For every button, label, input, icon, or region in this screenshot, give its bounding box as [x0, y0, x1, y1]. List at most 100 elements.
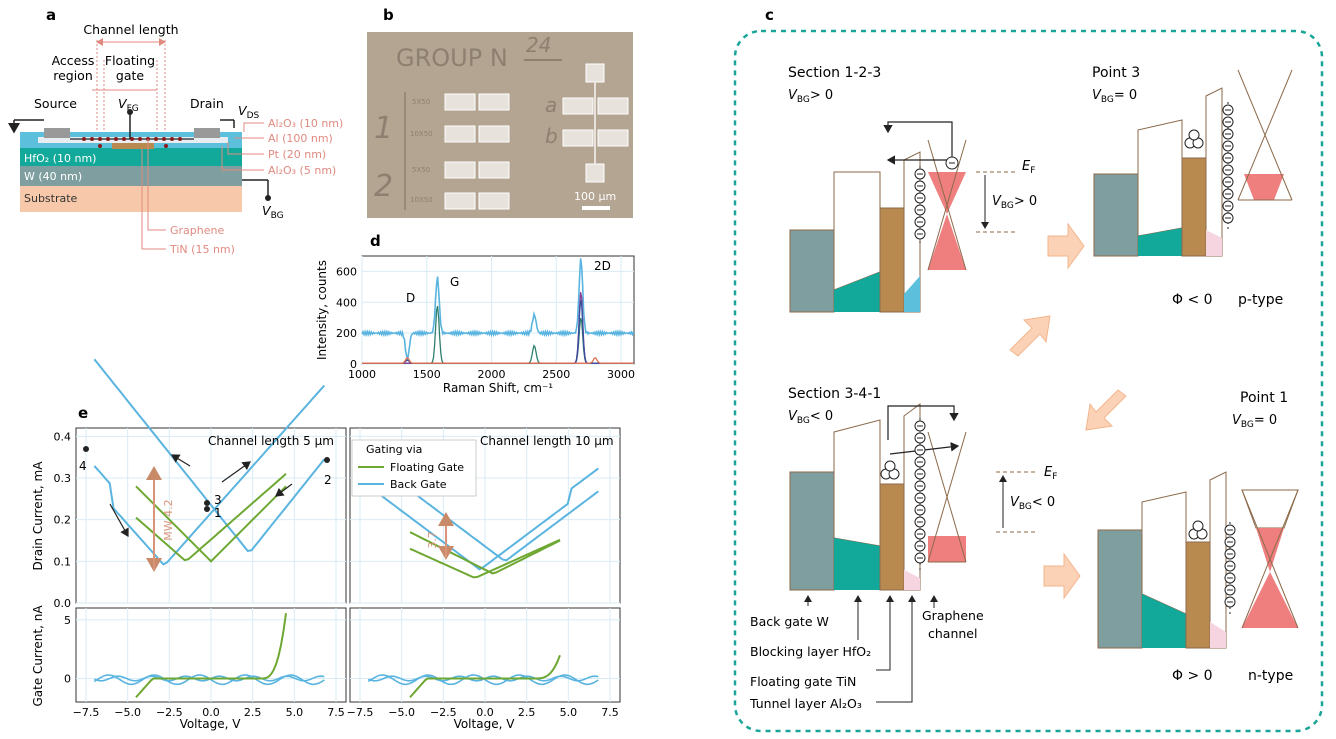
- hfo2-label: HfO₂ (10 nm): [24, 152, 96, 165]
- panel-b-micrograph: GROUP N 24 5X50 10X50 5X50 10X50 1 2 a b…: [367, 32, 633, 218]
- arrow-down-left: [1009, 315, 1051, 357]
- phi-pos: Φ > 0: [1172, 668, 1213, 684]
- sec123-cond: VBG> 0: [788, 88, 833, 105]
- mw-label: MW 4.2: [162, 499, 175, 540]
- sweep-arrow: [109, 503, 129, 538]
- point-3-marker: [204, 500, 210, 506]
- substrate-layer: [20, 186, 242, 212]
- panel-label-e: e: [78, 404, 88, 422]
- drain-contact: [194, 128, 220, 138]
- panel-e-transfer: −7.5 −5.0 −2.5 0.0 2.5 5.0 7.5 0.0 0.1 0.2 0.3 0.4 0…: [31, 358, 621, 731]
- scale-label: 100 µm: [574, 190, 616, 203]
- raman-annotation-2d: 2D: [594, 259, 611, 273]
- raman-xtick: 2500: [542, 368, 570, 381]
- back-gate-label: Back gate W: [750, 614, 829, 629]
- panel-label-a: a: [46, 6, 56, 24]
- bg-curve-left-down: [93, 384, 326, 566]
- hfo2-layer: [20, 148, 242, 166]
- tin-label: TiN (15 nm): [169, 243, 235, 256]
- raman-series-4: [362, 356, 634, 364]
- point-1-marker: [204, 506, 210, 512]
- scale-bar: [582, 206, 610, 210]
- raman-ytick: 200: [336, 327, 357, 340]
- e-ytick: 0.0: [54, 597, 72, 610]
- fg-gate-current-0: [135, 613, 287, 698]
- e-xtick: 2.5: [518, 706, 536, 719]
- tin-band: [1185, 541, 1211, 649]
- raman-annotation-g: G: [450, 275, 459, 289]
- graphene-leader: [147, 139, 166, 231]
- blocking-layer-label: Blocking layer HfO₂: [750, 644, 871, 659]
- ef-label: EF: [1022, 159, 1035, 176]
- label-leader: [221, 146, 264, 171]
- access-region-label-2: region: [53, 68, 93, 83]
- w-band: [789, 229, 835, 313]
- e-xtick: 7.5: [601, 706, 619, 719]
- fg-curve-right-a: [409, 538, 561, 579]
- sweep-arrow: [275, 483, 293, 497]
- n-type-label: n-type: [1248, 668, 1293, 684]
- hfo2-barrier: [833, 419, 881, 547]
- raman-xtick: 1000: [348, 368, 376, 381]
- tin-leader: [141, 149, 166, 250]
- layer-label-leaders: [804, 595, 938, 703]
- tunnel-arrow: [887, 405, 959, 440]
- tunnel-layer-label: Tunnel layer Al₂O₃: [749, 696, 862, 711]
- raman-xtick: 3000: [607, 368, 635, 381]
- e-xtick: −2.5: [156, 706, 183, 719]
- label-leader: [227, 142, 264, 155]
- raman-lines: [361, 258, 635, 364]
- e-ytick: 0: [64, 673, 71, 686]
- label-leader: [243, 122, 264, 132]
- label-a: a: [545, 93, 557, 117]
- point-2-label: 2: [324, 473, 332, 487]
- point3-cond: VBG= 0: [1092, 88, 1137, 105]
- charge-column: [1224, 522, 1236, 614]
- e-ylabel-top: Drain Current, mA: [31, 461, 45, 571]
- point1-cond: VBG= 0: [1232, 413, 1277, 430]
- fg-terminal: [127, 109, 133, 115]
- trapped-holes: [1188, 520, 1208, 540]
- e-xtick: 5.0: [560, 706, 578, 719]
- tin-layer: [112, 143, 154, 149]
- e-ytick: 5: [64, 614, 71, 627]
- hfo2-fill: [834, 538, 880, 590]
- point-4-marker: [83, 446, 89, 452]
- fg-curve-left-a: [135, 473, 287, 562]
- dirac-fill: [1244, 174, 1284, 200]
- e-xtick: 5.0: [286, 706, 304, 719]
- raman-xtick: 1500: [413, 368, 441, 381]
- dirac-lower: [1242, 572, 1298, 628]
- sweep-arrow: [170, 454, 191, 467]
- p-type-label: p-type: [1238, 292, 1283, 308]
- e-ytick: 0.4: [54, 430, 72, 443]
- hfo2-fill: [1138, 228, 1182, 256]
- svg-text:10X50: 10X50: [410, 196, 433, 204]
- legend-title: Gating via: [366, 443, 422, 456]
- arrow-right-bot: [1043, 552, 1081, 600]
- floating-gate-label-2: gate: [116, 68, 144, 83]
- channel-length-label: Channel length: [83, 22, 178, 37]
- raman-ylabel: Intensity, counts: [315, 260, 329, 360]
- tin-band: [879, 207, 905, 313]
- floating-gate-label-1: Floating: [105, 53, 155, 68]
- e-xtick: 7.5: [327, 706, 345, 719]
- al2o3-barrier: [1209, 471, 1227, 649]
- trapped-charges: [1184, 129, 1204, 149]
- e-ylabel-bot: Gate Current, nA: [31, 605, 45, 707]
- e-xtick: 0.0: [202, 706, 220, 719]
- e-ytick: 0.3: [54, 472, 72, 485]
- svg-text:10X50: 10X50: [410, 130, 433, 138]
- ef-label-2: EF: [1044, 465, 1057, 482]
- e-xtick: 2.5: [244, 706, 262, 719]
- panel-label-c: c: [765, 6, 774, 24]
- panel-a-device-schematic: Channel length Access region Floating ga…: [8, 22, 343, 256]
- cone-line: [927, 139, 967, 271]
- tin-band: [1181, 157, 1207, 257]
- graphene-label: Graphene: [170, 224, 224, 237]
- label-b: b: [545, 124, 558, 148]
- tin-band: [879, 483, 905, 591]
- access-region-label-1: Access: [52, 53, 95, 68]
- legend-bg: Back Gate: [390, 478, 447, 491]
